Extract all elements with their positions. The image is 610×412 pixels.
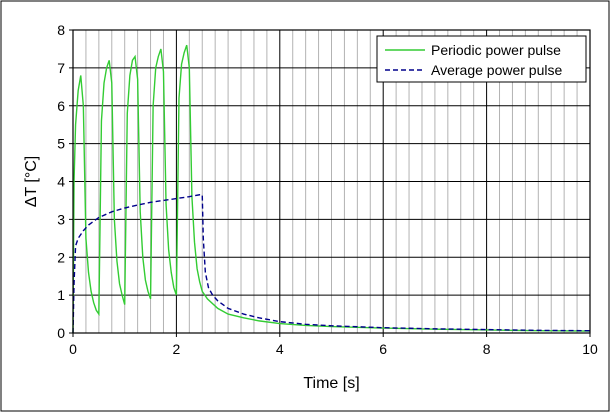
y-tick-label: 6 (57, 98, 65, 114)
series-line-0 (72, 44, 591, 334)
series-group (72, 44, 591, 334)
x-tick-label: 2 (173, 341, 181, 357)
legend: Periodic power pulse Average power pulse (376, 35, 587, 83)
y-tick-label: 4 (57, 174, 65, 190)
series-line-1 (72, 194, 591, 334)
ticks: 0 1 2 3 4 5 6 7 8 0 2 4 6 8 10 (57, 22, 598, 357)
y-tick-label: 0 (57, 325, 65, 341)
x-tick-label: 4 (276, 341, 284, 357)
y-tick-label: 1 (57, 287, 65, 303)
legend-box (376, 35, 587, 83)
x-tick-label: 6 (379, 341, 387, 357)
y-tick-label: 3 (57, 211, 65, 227)
y-tick-label: 8 (57, 22, 65, 38)
x-tick-label: 10 (582, 341, 598, 357)
y-tick-label: 7 (57, 60, 65, 76)
x-axis-title: Time [s] (303, 375, 359, 392)
x-tick-label: 8 (483, 341, 491, 357)
grid (73, 30, 590, 333)
y-axis-title: ΔT [°C] (23, 156, 40, 207)
legend-label-average-power-pulse: Average power pulse (431, 62, 562, 78)
x-tick-label: 0 (69, 341, 77, 357)
y-tick-label: 2 (57, 249, 65, 265)
legend-label-periodic-power-pulse: Periodic power pulse (431, 42, 561, 58)
y-tick-label: 5 (57, 136, 65, 152)
